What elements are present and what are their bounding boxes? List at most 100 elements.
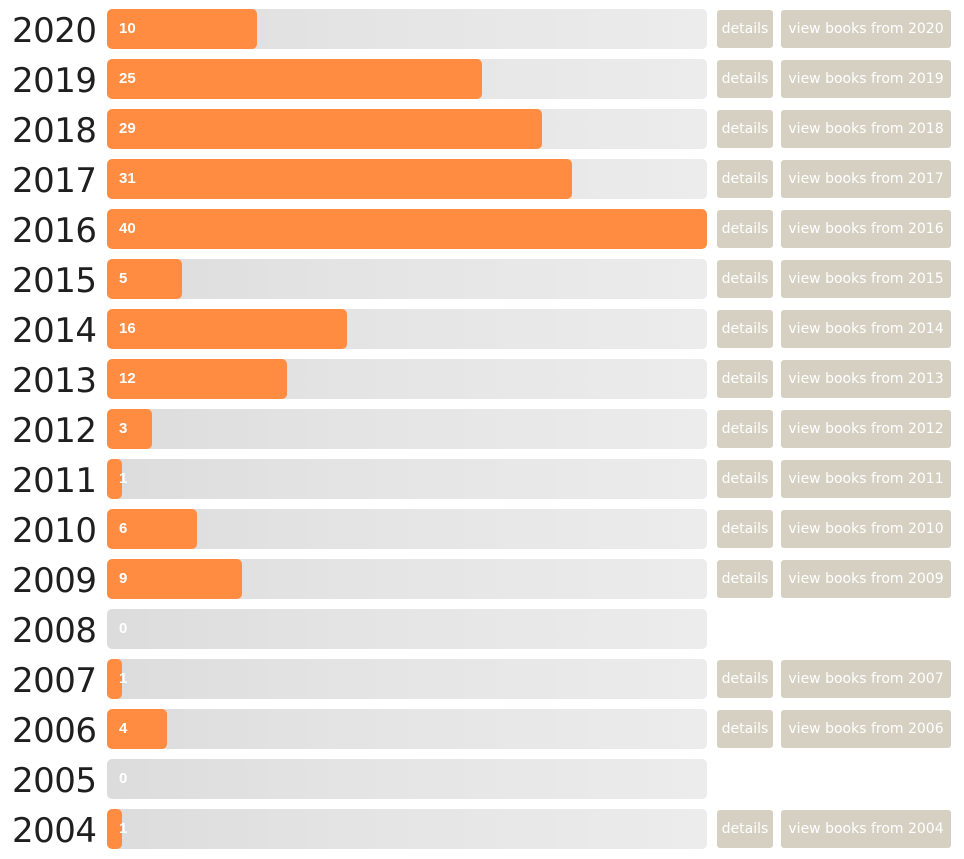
bar-track: 5 (107, 259, 707, 299)
view-books-button[interactable]: view books from 2015 (781, 260, 951, 298)
year-label: 2018 (12, 111, 97, 151)
year-row-2004: 2004 1 details view books from 2004 (0, 809, 964, 851)
bar-value-label: 5 (119, 270, 128, 287)
details-button[interactable]: details (717, 460, 773, 498)
details-button[interactable]: details (717, 160, 773, 198)
year-label: 2010 (12, 511, 97, 551)
year-row-2009: 2009 9 details view books from 2009 (0, 559, 964, 601)
bar-track: 10 (107, 9, 707, 49)
details-button[interactable]: details (717, 210, 773, 248)
view-books-button[interactable]: view books from 2013 (781, 360, 951, 398)
details-button[interactable]: details (717, 660, 773, 698)
bar-2007 (107, 659, 122, 699)
view-books-button[interactable]: view books from 2006 (781, 710, 951, 748)
details-button[interactable]: details (717, 360, 773, 398)
bar-value-label: 1 (119, 670, 128, 687)
year-label: 2004 (12, 811, 97, 851)
year-row-2019: 2019 25 details view books from 2019 (0, 59, 964, 101)
year-label: 2007 (12, 661, 97, 701)
details-button[interactable]: details (717, 260, 773, 298)
view-books-button[interactable]: view books from 2007 (781, 660, 951, 698)
bar-value-label: 16 (119, 320, 136, 337)
bar-2011 (107, 459, 122, 499)
details-button[interactable]: details (717, 810, 773, 848)
year-row-2018: 2018 29 details view books from 2018 (0, 109, 964, 151)
view-books-button[interactable]: view books from 2016 (781, 210, 951, 248)
bar-track: 0 (107, 759, 707, 799)
year-row-2012: 2012 3 details view books from 2012 (0, 409, 964, 451)
year-label: 2012 (12, 411, 97, 451)
year-row-2016: 2016 40 details view books from 2016 (0, 209, 964, 251)
bar-value-label: 31 (119, 170, 136, 187)
details-button[interactable]: details (717, 560, 773, 598)
bar-track: 29 (107, 109, 707, 149)
bar-track: 25 (107, 59, 707, 99)
year-label: 2020 (12, 11, 97, 51)
view-books-button[interactable]: view books from 2010 (781, 510, 951, 548)
bar-2009 (107, 559, 242, 599)
year-row-2015: 2015 5 details view books from 2015 (0, 259, 964, 301)
bar-2004 (107, 809, 122, 849)
details-button[interactable]: details (717, 510, 773, 548)
bar-track: 12 (107, 359, 707, 399)
details-button[interactable]: details (717, 110, 773, 148)
view-books-button[interactable]: view books from 2019 (781, 60, 951, 98)
bar-value-label: 3 (119, 420, 128, 437)
details-button[interactable]: details (717, 710, 773, 748)
bar-2010 (107, 509, 197, 549)
year-row-2014: 2014 16 details view books from 2014 (0, 309, 964, 351)
bar-track: 1 (107, 459, 707, 499)
year-row-2020: 2020 10 details view books from 2020 (0, 9, 964, 51)
year-row-2008: 2008 0 (0, 609, 964, 651)
bar-track: 9 (107, 559, 707, 599)
year-label: 2015 (12, 261, 97, 301)
year-row-2006: 2006 4 details view books from 2006 (0, 709, 964, 751)
bar-value-label: 25 (119, 70, 136, 87)
view-books-button[interactable]: view books from 2009 (781, 560, 951, 598)
view-books-button[interactable]: view books from 2018 (781, 110, 951, 148)
bar-value-label: 0 (119, 770, 128, 787)
year-row-2010: 2010 6 details view books from 2010 (0, 509, 964, 551)
bar-track: 3 (107, 409, 707, 449)
bar-2013 (107, 359, 287, 399)
bar-track: 0 (107, 609, 707, 649)
details-button[interactable]: details (717, 60, 773, 98)
details-button[interactable]: details (717, 10, 773, 48)
bar-track: 1 (107, 659, 707, 699)
year-label: 2008 (12, 611, 97, 651)
bar-2019 (107, 59, 482, 99)
bar-track: 6 (107, 509, 707, 549)
year-label: 2005 (12, 761, 97, 801)
bar-track: 31 (107, 159, 707, 199)
bar-track: 40 (107, 209, 707, 249)
bar-2014 (107, 309, 347, 349)
year-row-2011: 2011 1 details view books from 2011 (0, 459, 964, 501)
bar-value-label: 6 (119, 520, 128, 537)
bar-2016 (107, 209, 707, 249)
bar-value-label: 12 (119, 370, 136, 387)
year-label: 2016 (12, 211, 97, 251)
year-label: 2011 (12, 461, 97, 501)
view-books-button[interactable]: view books from 2017 (781, 160, 951, 198)
bar-2006 (107, 709, 167, 749)
bar-value-label: 0 (119, 620, 128, 637)
bar-2018 (107, 109, 542, 149)
bar-value-label: 40 (119, 220, 136, 237)
view-books-button[interactable]: view books from 2020 (781, 10, 951, 48)
year-label: 2013 (12, 361, 97, 401)
bar-2015 (107, 259, 182, 299)
details-button[interactable]: details (717, 310, 773, 348)
year-row-2017: 2017 31 details view books from 2017 (0, 159, 964, 201)
bar-value-label: 1 (119, 470, 128, 487)
bar-track: 4 (107, 709, 707, 749)
details-button[interactable]: details (717, 410, 773, 448)
view-books-button[interactable]: view books from 2014 (781, 310, 951, 348)
bar-2017 (107, 159, 572, 199)
bar-value-label: 1 (119, 820, 128, 837)
view-books-button[interactable]: view books from 2011 (781, 460, 951, 498)
year-row-2005: 2005 0 (0, 759, 964, 801)
view-books-button[interactable]: view books from 2012 (781, 410, 951, 448)
view-books-button[interactable]: view books from 2004 (781, 810, 951, 848)
bar-track: 16 (107, 309, 707, 349)
